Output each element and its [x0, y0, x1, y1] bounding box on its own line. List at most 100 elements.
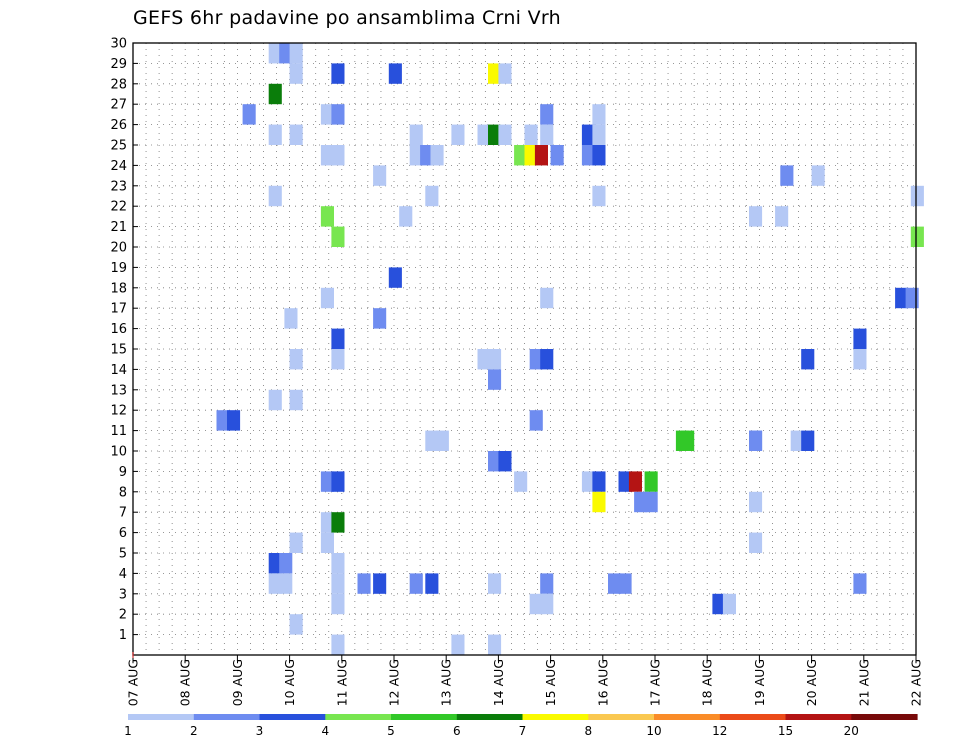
- colorbar-segment: [719, 714, 787, 720]
- heatmap-cell: [801, 430, 815, 451]
- heatmap-cell: [488, 634, 502, 655]
- heatmap-cell: [529, 410, 543, 431]
- y-tick-label: 11: [110, 424, 127, 439]
- x-tick-label: 17 AUG: [648, 659, 663, 706]
- heatmap-cell: [331, 512, 345, 533]
- colorbar-label: 3: [256, 724, 264, 738]
- y-tick-label: 20: [110, 241, 127, 256]
- heatmap-cell: [289, 63, 303, 84]
- heatmap-cell: [279, 573, 293, 594]
- heatmap-cell: [675, 430, 689, 451]
- heatmap-cell: [540, 287, 554, 309]
- heatmap-cell: [268, 83, 282, 105]
- colorbar-segment: [588, 714, 655, 720]
- y-tick-label: 30: [110, 37, 127, 52]
- heatmap-cell: [618, 573, 632, 594]
- heatmap-cell: [435, 430, 449, 451]
- heatmap-cell: [895, 287, 909, 309]
- heatmap-cell: [910, 226, 924, 247]
- heatmap-cell: [373, 308, 387, 329]
- x-tick-label: 10 AUG: [282, 659, 297, 706]
- heatmap-cell: [540, 104, 554, 125]
- colorbar-segment: [259, 714, 326, 720]
- colorbar-label: 15: [778, 724, 793, 738]
- heatmap-cell: [409, 145, 423, 166]
- heatmap-cell: [529, 349, 543, 370]
- heatmap-cell: [268, 573, 282, 594]
- heatmap-cell: [425, 430, 439, 451]
- y-tick-label: 23: [110, 179, 127, 194]
- heatmap-cell: [592, 471, 606, 492]
- heatmap-cell: [722, 593, 736, 615]
- heatmap-cell: [284, 308, 298, 329]
- x-tick-label: 07 AUG: [126, 659, 141, 706]
- heatmap-cell: [910, 185, 924, 207]
- heatmap-cell: [279, 43, 293, 64]
- x-tick-label: 22 AUG: [909, 659, 924, 706]
- y-tick-label: 14: [110, 363, 127, 378]
- heatmap-cell: [331, 328, 345, 349]
- colorbar-label: 8: [584, 724, 592, 738]
- heatmap-cell: [628, 471, 642, 492]
- heatmap-cell: [320, 104, 334, 125]
- heatmap-cell: [268, 389, 282, 411]
- heatmap-cell: [216, 410, 230, 431]
- heatmap-cell: [242, 104, 256, 125]
- heatmap-cell: [811, 165, 825, 186]
- heatmap-cell: [331, 145, 345, 166]
- x-tick-label: 08 AUG: [178, 659, 193, 706]
- x-tick-label: 09 AUG: [230, 659, 245, 706]
- heatmap-cell: [488, 63, 502, 84]
- heatmap-cell: [853, 573, 867, 594]
- y-tick-label: 18: [110, 281, 127, 296]
- heatmap-cell: [853, 328, 867, 349]
- heatmap-cell: [488, 124, 502, 145]
- heatmap-cell: [289, 349, 303, 370]
- heatmap-cell: [540, 349, 554, 370]
- heatmap-cell: [331, 226, 345, 247]
- heatmap-cell: [775, 206, 789, 227]
- heatmap-cell: [608, 573, 622, 594]
- heatmap-cell: [581, 145, 595, 166]
- heatmap-cell: [498, 124, 512, 145]
- heatmap-cell: [331, 593, 345, 615]
- colorbar-label: 7: [519, 724, 527, 738]
- heatmap-cell: [524, 145, 538, 166]
- y-tick-label: 17: [110, 302, 127, 317]
- heatmap-cell: [592, 104, 606, 125]
- y-tick-label: 12: [110, 404, 127, 419]
- y-tick-label: 9: [119, 465, 127, 480]
- y-tick-label: 5: [119, 547, 127, 562]
- heatmap-cell: [581, 471, 595, 492]
- heatmap-cell: [550, 145, 564, 166]
- colorbar-segment: [325, 714, 392, 720]
- heatmap-cell: [644, 491, 658, 513]
- x-axis-ticks: 07 AUG 08 AUG 09 AUG 10 AUG 11 AUG 12 AUG 13 A…: [126, 652, 924, 706]
- y-tick-label: 13: [110, 383, 127, 398]
- heatmap-cell: [488, 369, 502, 390]
- y-tick-label: 4: [119, 567, 127, 582]
- heatmap-cell: [268, 185, 282, 207]
- heatmap-cell: [425, 573, 439, 594]
- y-tick-label: 19: [110, 261, 127, 276]
- x-tick-label: 13 AUG: [439, 659, 454, 706]
- colorbar-segment: [785, 714, 852, 720]
- heatmap-cell: [644, 471, 658, 492]
- heatmap-cell: [388, 63, 402, 84]
- heatmap-cell: [477, 124, 491, 145]
- heatmap-cell: [227, 410, 241, 431]
- colorbar-segment: [522, 714, 589, 720]
- heatmap-cell: [279, 553, 293, 574]
- heatmap-cell: [289, 124, 303, 145]
- x-tick-label: 14 AUG: [491, 659, 506, 706]
- x-tick-label: 19 AUG: [752, 659, 767, 706]
- heatmap-cell: [289, 43, 303, 64]
- colorbar-label: 10: [646, 724, 661, 738]
- colorbar-label: 2: [190, 724, 198, 738]
- heatmap-cell: [529, 593, 543, 615]
- y-tick-label: 28: [110, 77, 127, 92]
- colorbar: 1 2 3 4 5 6 7 8 10 12 15 20: [124, 714, 918, 738]
- heatmap-cell: [331, 573, 345, 594]
- heatmap-cell: [905, 287, 919, 309]
